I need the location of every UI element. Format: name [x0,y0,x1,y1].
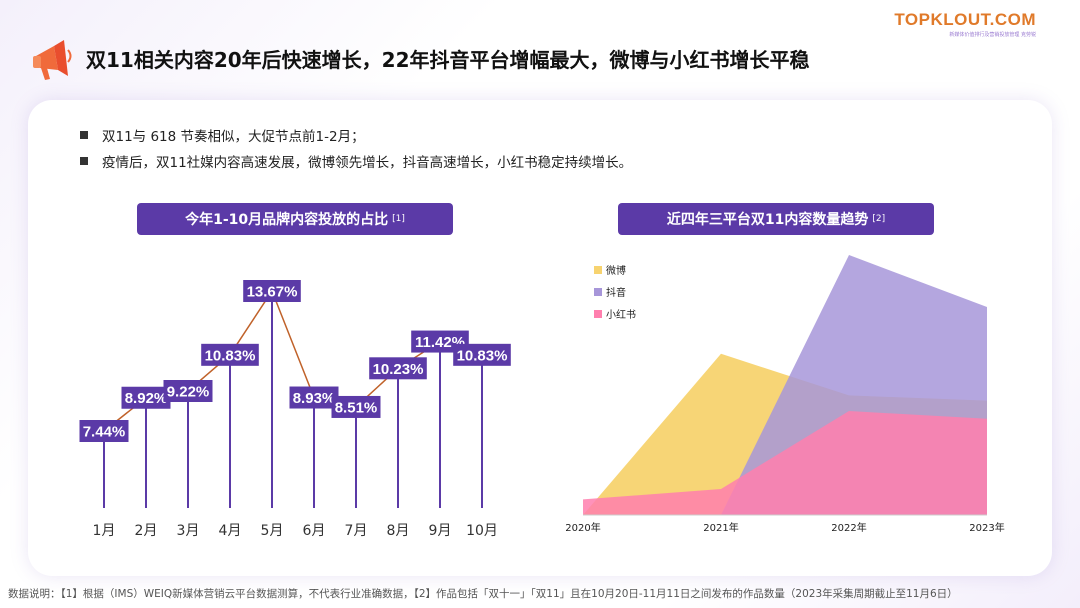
legend-swatch-2 [594,288,602,296]
right-chart-ref: [2] [872,214,886,224]
data-label-10: 10.83% [457,347,508,364]
legend-label-1: 微博 [606,264,626,277]
data-label-2: 8.92% [125,390,168,407]
x-tick-7: 7月 [345,523,368,539]
left-chart-ref: [1] [392,214,405,224]
left-chart-title-text: 今年1-10月品牌内容投放的占比 [185,212,389,228]
data-label-bg-5 [243,280,301,302]
brand-subtitle: 新媒体价值排行及营销投放管理 克劳锐 [949,32,1036,38]
x-tick-right-3: 2022年 [831,521,866,534]
bullet-list: 双11与 618 节奏相似，大促节点前1-2月； 疫情后，双11社媒内容高速发展… [80,122,632,174]
bullet-text: 疫情后，双11社媒内容高速发展，微博领先增长，抖音高速增长，小红书稳定持续增长。 [102,155,633,171]
data-label-1: 7.44% [83,424,126,441]
x-tick-10: 10月 [466,523,498,539]
data-label-bg-8 [369,357,427,380]
data-label-3: 9.22% [167,384,210,401]
data-label-bg-6 [289,386,339,409]
x-tick-2: 2月 [135,523,158,539]
x-tick-right-4: 2023年 [969,521,1004,534]
legend-swatch-3 [594,310,602,318]
data-label-bg-1 [79,420,129,442]
bullet-text: 双11与 618 节奏相似，大促节点前1-2月； [102,129,365,145]
data-label-6: 8.93% [293,390,336,407]
x-tick-3: 3月 [177,523,200,539]
data-label-8: 10.23% [373,361,424,378]
footnote: 数据说明：【1】根据（IMS）WEIQ新媒体营销云平台数据测算，不代表行业准确数… [8,588,958,600]
bullet-square-icon [80,131,88,139]
data-label-bg-4 [201,343,259,366]
x-tick-1: 1月 [93,523,116,539]
x-tick-8: 8月 [387,523,410,539]
x-tick-5: 5月 [261,523,284,539]
x-tick-right-1: 2020年 [565,521,600,534]
data-label-5: 13.67% [247,284,298,301]
data-label-7: 8.51% [335,399,378,416]
page-title: 双11相关内容20年后快速增长，22年抖音平台增幅最大，微博与小红书增长平稳 [86,48,810,72]
data-label-9: 11.42% [415,334,465,351]
x-tick-right-2: 2021年 [703,521,738,534]
area-series-3 [583,411,987,515]
data-label-bg-10 [453,343,511,366]
bullet-item: 疫情后，双11社媒内容高速发展，微博领先增长，抖音高速增长，小红书稳定持续增长。 [80,148,632,174]
legend-label-2: 抖音 [606,286,626,299]
legend-label-3: 小红书 [606,308,636,321]
left-chart-title: 今年1-10月品牌内容投放的占比 [1] [137,203,453,235]
right-chart-title-text: 近四年三平台双11内容数量趋势 [666,212,869,228]
brand-logo: TOPKLOUT.COM 新媒体价值排行及营销投放管理 克劳锐 [894,10,1036,38]
bullet-square-icon [80,157,88,165]
x-tick-4: 4月 [219,523,242,539]
data-label-bg-3 [163,380,213,402]
bullet-item: 双11与 618 节奏相似，大促节点前1-2月； [80,122,632,148]
megaphone-icon [33,40,72,80]
data-label-bg-2 [121,386,171,409]
x-tick-6: 6月 [303,523,326,539]
brand-name: TOPKLOUT.COM [894,10,1036,29]
data-label-bg-7 [331,395,381,418]
x-tick-9: 9月 [429,523,452,539]
right-chart-title: 近四年三平台双11内容数量趋势 [2] [618,203,934,235]
legend-swatch-1 [594,266,602,274]
data-label-4: 10.83% [205,347,256,364]
